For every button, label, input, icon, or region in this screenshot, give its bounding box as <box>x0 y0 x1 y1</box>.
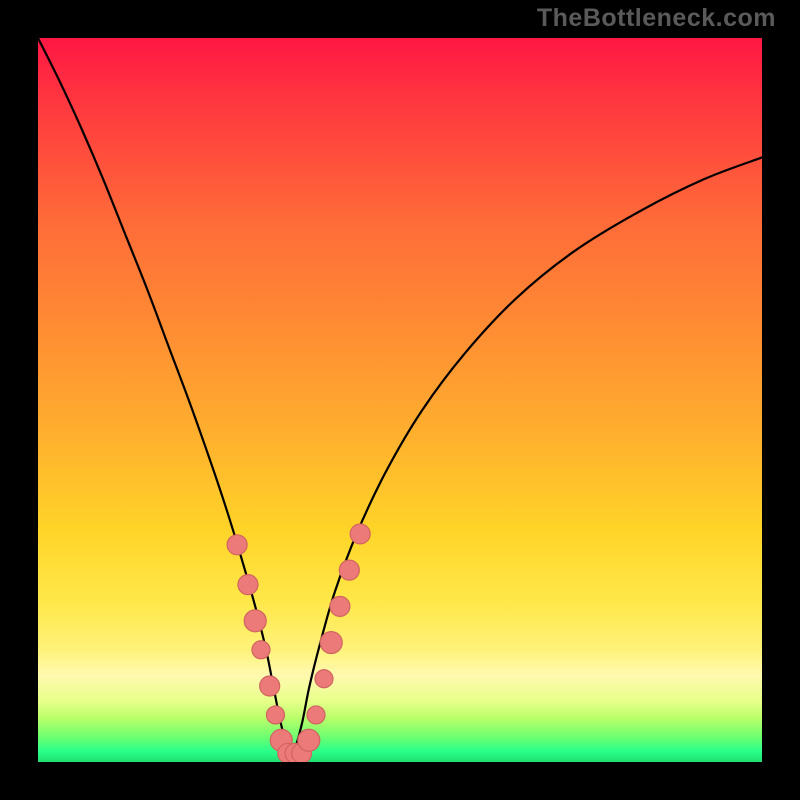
data-marker <box>238 575 258 595</box>
gradient-background <box>38 38 762 762</box>
data-marker <box>266 706 284 724</box>
data-marker <box>307 706 325 724</box>
data-marker <box>339 560 359 580</box>
data-marker <box>320 632 342 654</box>
data-marker <box>244 610 266 632</box>
data-marker <box>315 670 333 688</box>
data-marker <box>350 524 370 544</box>
watermark-text: TheBottleneck.com <box>537 4 776 33</box>
data-marker <box>227 535 247 555</box>
plot-area <box>38 38 762 762</box>
data-marker <box>330 596 350 616</box>
data-marker <box>298 729 320 751</box>
data-marker <box>252 641 270 659</box>
data-marker <box>260 676 280 696</box>
chart-frame: TheBottleneck.com <box>0 0 800 800</box>
